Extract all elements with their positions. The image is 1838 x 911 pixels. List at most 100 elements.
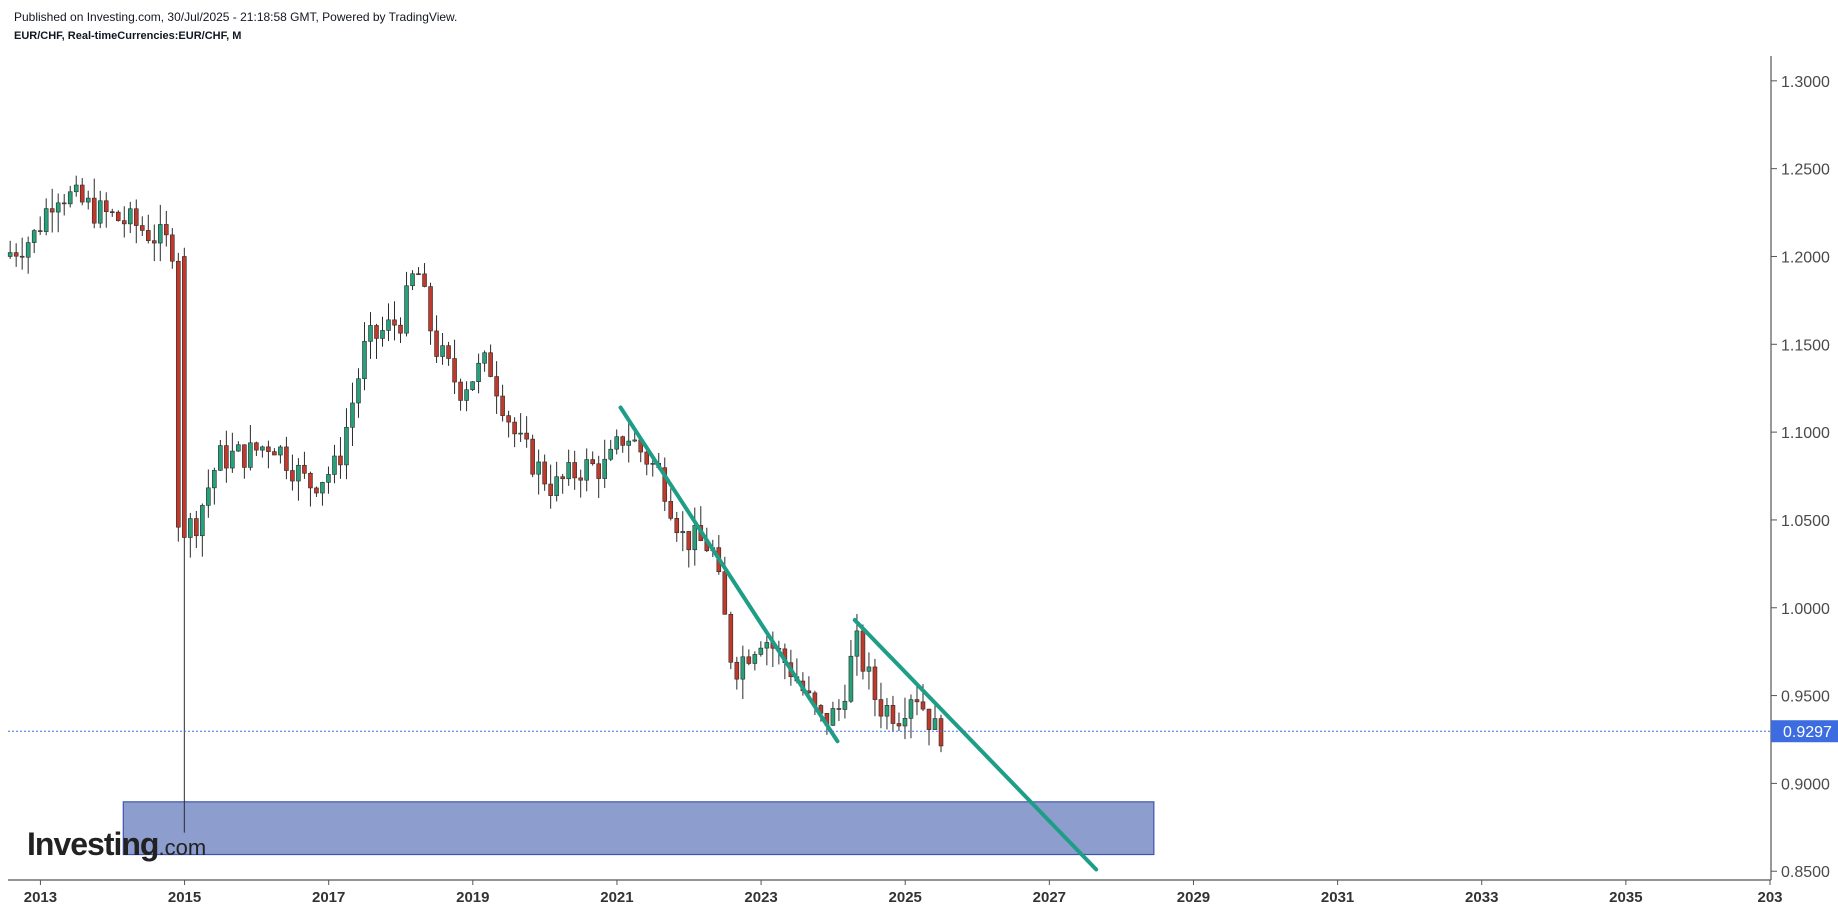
candle	[37, 216, 43, 235]
candle-body	[482, 352, 487, 364]
candle-body	[938, 718, 944, 747]
candle-body	[932, 718, 938, 730]
x-tick-label: 2017	[312, 889, 345, 906]
candle-body	[314, 487, 319, 494]
candle-body	[470, 381, 475, 391]
candle	[488, 344, 493, 378]
y-tick-label: 0.9500	[1781, 689, 1830, 706]
candle-body	[248, 442, 253, 468]
candle-body	[872, 666, 878, 700]
candle	[830, 701, 836, 726]
candle-body	[67, 191, 73, 205]
candle-body	[830, 708, 836, 726]
candle	[380, 316, 385, 347]
trendlines	[618, 405, 1099, 872]
x-tick-label: 2021	[600, 889, 633, 906]
candle-body	[434, 330, 439, 357]
candle	[314, 486, 319, 497]
candle-body	[608, 448, 613, 460]
candle-body	[398, 324, 403, 334]
candle-body	[746, 656, 752, 664]
candle	[554, 461, 559, 502]
candle-body	[127, 208, 133, 225]
candle	[302, 451, 307, 479]
candle	[278, 445, 283, 464]
candle-body	[464, 389, 469, 401]
candle	[326, 466, 331, 494]
candle	[43, 198, 49, 236]
candle	[248, 425, 253, 471]
candle-body	[55, 202, 61, 213]
candle-body	[854, 630, 860, 657]
candle-body	[566, 462, 571, 480]
candle	[662, 457, 668, 512]
candle	[115, 210, 121, 222]
candle-body	[836, 708, 842, 710]
candle	[668, 488, 674, 521]
candle-body	[416, 273, 421, 276]
candle	[476, 353, 481, 394]
candle	[374, 323, 379, 359]
candle	[338, 437, 343, 479]
candle	[236, 441, 241, 452]
candle-body	[212, 470, 217, 489]
candle	[650, 458, 656, 477]
candle	[170, 228, 175, 269]
candle	[308, 471, 313, 507]
candle-body	[428, 286, 433, 332]
candle	[872, 658, 878, 717]
candle-body	[692, 525, 698, 551]
candle-body	[422, 273, 427, 287]
y-tick-label: 1.3000	[1781, 74, 1830, 91]
candle	[73, 175, 79, 197]
candle	[398, 317, 403, 344]
candle-body	[374, 325, 379, 339]
candle-body	[560, 476, 565, 480]
x-tick-label: 2027	[1033, 889, 1066, 906]
candle-body	[37, 230, 43, 232]
candle-body	[91, 197, 97, 224]
candle-body	[866, 666, 872, 672]
candle-body	[13, 252, 19, 257]
candle-body	[842, 700, 848, 710]
candle	[866, 652, 872, 690]
candle-body	[61, 202, 67, 205]
candle	[320, 481, 325, 506]
candle-body	[848, 655, 854, 702]
candle-body	[97, 200, 103, 224]
candle	[548, 464, 553, 509]
candle-body	[572, 462, 577, 479]
candle	[932, 704, 938, 730]
candle	[164, 210, 169, 247]
candle-body	[764, 642, 770, 649]
candle-body	[686, 531, 692, 551]
candle	[608, 439, 613, 462]
candle-body	[25, 242, 31, 258]
candle	[452, 339, 457, 395]
candle	[224, 430, 229, 483]
candle	[734, 656, 740, 690]
candle	[728, 611, 734, 670]
candle	[908, 694, 914, 739]
candle	[332, 444, 337, 484]
candle-body	[362, 341, 367, 380]
candle	[902, 697, 908, 740]
candle	[692, 507, 698, 566]
candle	[260, 445, 265, 458]
candle-body	[152, 240, 157, 244]
candle	[470, 381, 475, 391]
x-tick-label: 2019	[456, 889, 489, 906]
candle	[350, 382, 355, 446]
candle	[200, 503, 205, 557]
candle-body	[350, 402, 355, 428]
candle-body	[908, 699, 914, 719]
candle-body	[404, 285, 409, 334]
candle	[146, 214, 151, 244]
candle-body	[79, 184, 85, 203]
candle-body	[536, 461, 541, 475]
candle	[272, 448, 277, 456]
candle	[254, 441, 259, 456]
chart-header: Published on Investing.com, 30/Jul/2025 …	[14, 8, 457, 46]
candle-body	[242, 444, 247, 468]
